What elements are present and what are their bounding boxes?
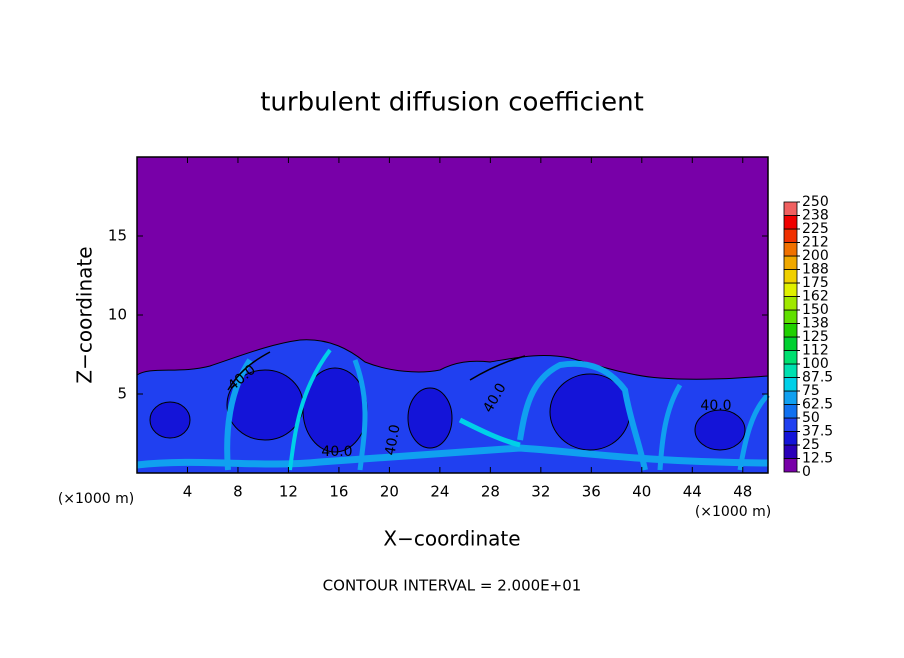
colorbar-tick-label: 138 [802, 316, 829, 332]
colorbar-tick-label: 212 [802, 235, 829, 251]
colorbar-band [783, 228, 798, 243]
colorbar-band [783, 390, 798, 405]
colorbar-band [783, 255, 798, 270]
contour-label: 40.0 [321, 444, 352, 460]
field-core [149, 401, 191, 439]
x-tick-label: 48 [733, 483, 752, 501]
field-streak [657, 383, 683, 471]
colorbar-band [783, 417, 798, 432]
colorbar-band [783, 350, 798, 365]
colorbar-band [783, 215, 798, 230]
x-tick-label: 24 [430, 483, 449, 501]
colorbar-tick-label: 225 [802, 221, 829, 237]
colorbar-tick-label: 62.5 [802, 397, 833, 413]
colorbar-tick-label: 12.5 [802, 451, 833, 467]
field-streak [288, 348, 332, 471]
y-tick-label: 10 [108, 306, 127, 324]
colorbar-band [783, 269, 798, 284]
x-unit: (×1000 m) [58, 491, 134, 507]
field-streak [352, 359, 368, 471]
colorbar-tick-label: 150 [802, 302, 829, 318]
contour-label: 40.0 [382, 423, 403, 456]
colorbar-tick-label: 125 [802, 329, 829, 345]
colorbar-band [783, 363, 798, 378]
colorbar-band [783, 323, 798, 338]
x-tick-label: 44 [683, 483, 702, 501]
field [136, 157, 770, 474]
colorbar-band [783, 296, 798, 311]
colorbar-band [783, 404, 798, 419]
colorbar-tick-label: 188 [802, 262, 829, 278]
colorbar-band [783, 444, 798, 459]
x-tick-label: 4 [183, 483, 193, 501]
field-streak [517, 360, 648, 471]
x-tick-label: 16 [329, 483, 348, 501]
x-tick-label: 12 [279, 483, 298, 501]
contour-line [227, 351, 271, 391]
field-streak [136, 444, 769, 469]
x-tick-label: 28 [481, 483, 500, 501]
colorbar-band [783, 201, 798, 216]
x-tick-label: 8 [233, 483, 243, 501]
footnote: CONTOUR INTERVAL = 2.000E+01 [323, 577, 582, 595]
x-axis-label: X−coordinate [383, 527, 520, 551]
colorbar-tick-label: 50 [802, 410, 820, 426]
colorbar-tick-label: 100 [802, 356, 829, 372]
contour-label: 40.0 [700, 398, 731, 414]
colorbar-tick-label: 238 [802, 208, 829, 224]
x-tick-label: 20 [380, 483, 399, 501]
colorbar-tick-label: 0 [802, 464, 811, 480]
contour-line [469, 355, 526, 381]
colorbar-band [783, 458, 798, 473]
field-core [407, 387, 453, 449]
field-core [694, 409, 746, 451]
colorbar-tick-label: 87.5 [802, 370, 833, 386]
y-tick-label: 5 [117, 385, 127, 403]
colorbar-band [783, 431, 798, 446]
colorbar-band [783, 336, 798, 351]
colorbar-band [783, 282, 798, 297]
colorbar-band [783, 377, 798, 392]
colorbar-tick-label: 162 [802, 289, 829, 305]
field-streak [458, 417, 521, 448]
colorbar-band [783, 242, 798, 257]
colorbar-tick-label: 175 [802, 275, 829, 291]
x-unit: (×1000 m) [695, 504, 771, 520]
x-tick-label: 32 [531, 483, 550, 501]
colorbar-tick-label: 75 [802, 383, 820, 399]
field-streak [737, 393, 770, 471]
x-tick-label: 36 [582, 483, 601, 501]
colorbar-tick-label: 112 [802, 343, 829, 359]
y-tick-label: 15 [108, 227, 127, 245]
colorbar-tick-label: 250 [802, 194, 829, 210]
x-tick-label: 40 [632, 483, 651, 501]
colorbar-tick-label: 37.5 [802, 424, 833, 440]
colorbar-tick-label: 25 [802, 437, 820, 453]
colorbar-band [783, 309, 798, 324]
y-axis-label: Z−coordinate [73, 246, 97, 383]
chart-title: turbulent diffusion coefficient [260, 88, 644, 118]
colorbar-tick-label: 200 [802, 248, 829, 264]
